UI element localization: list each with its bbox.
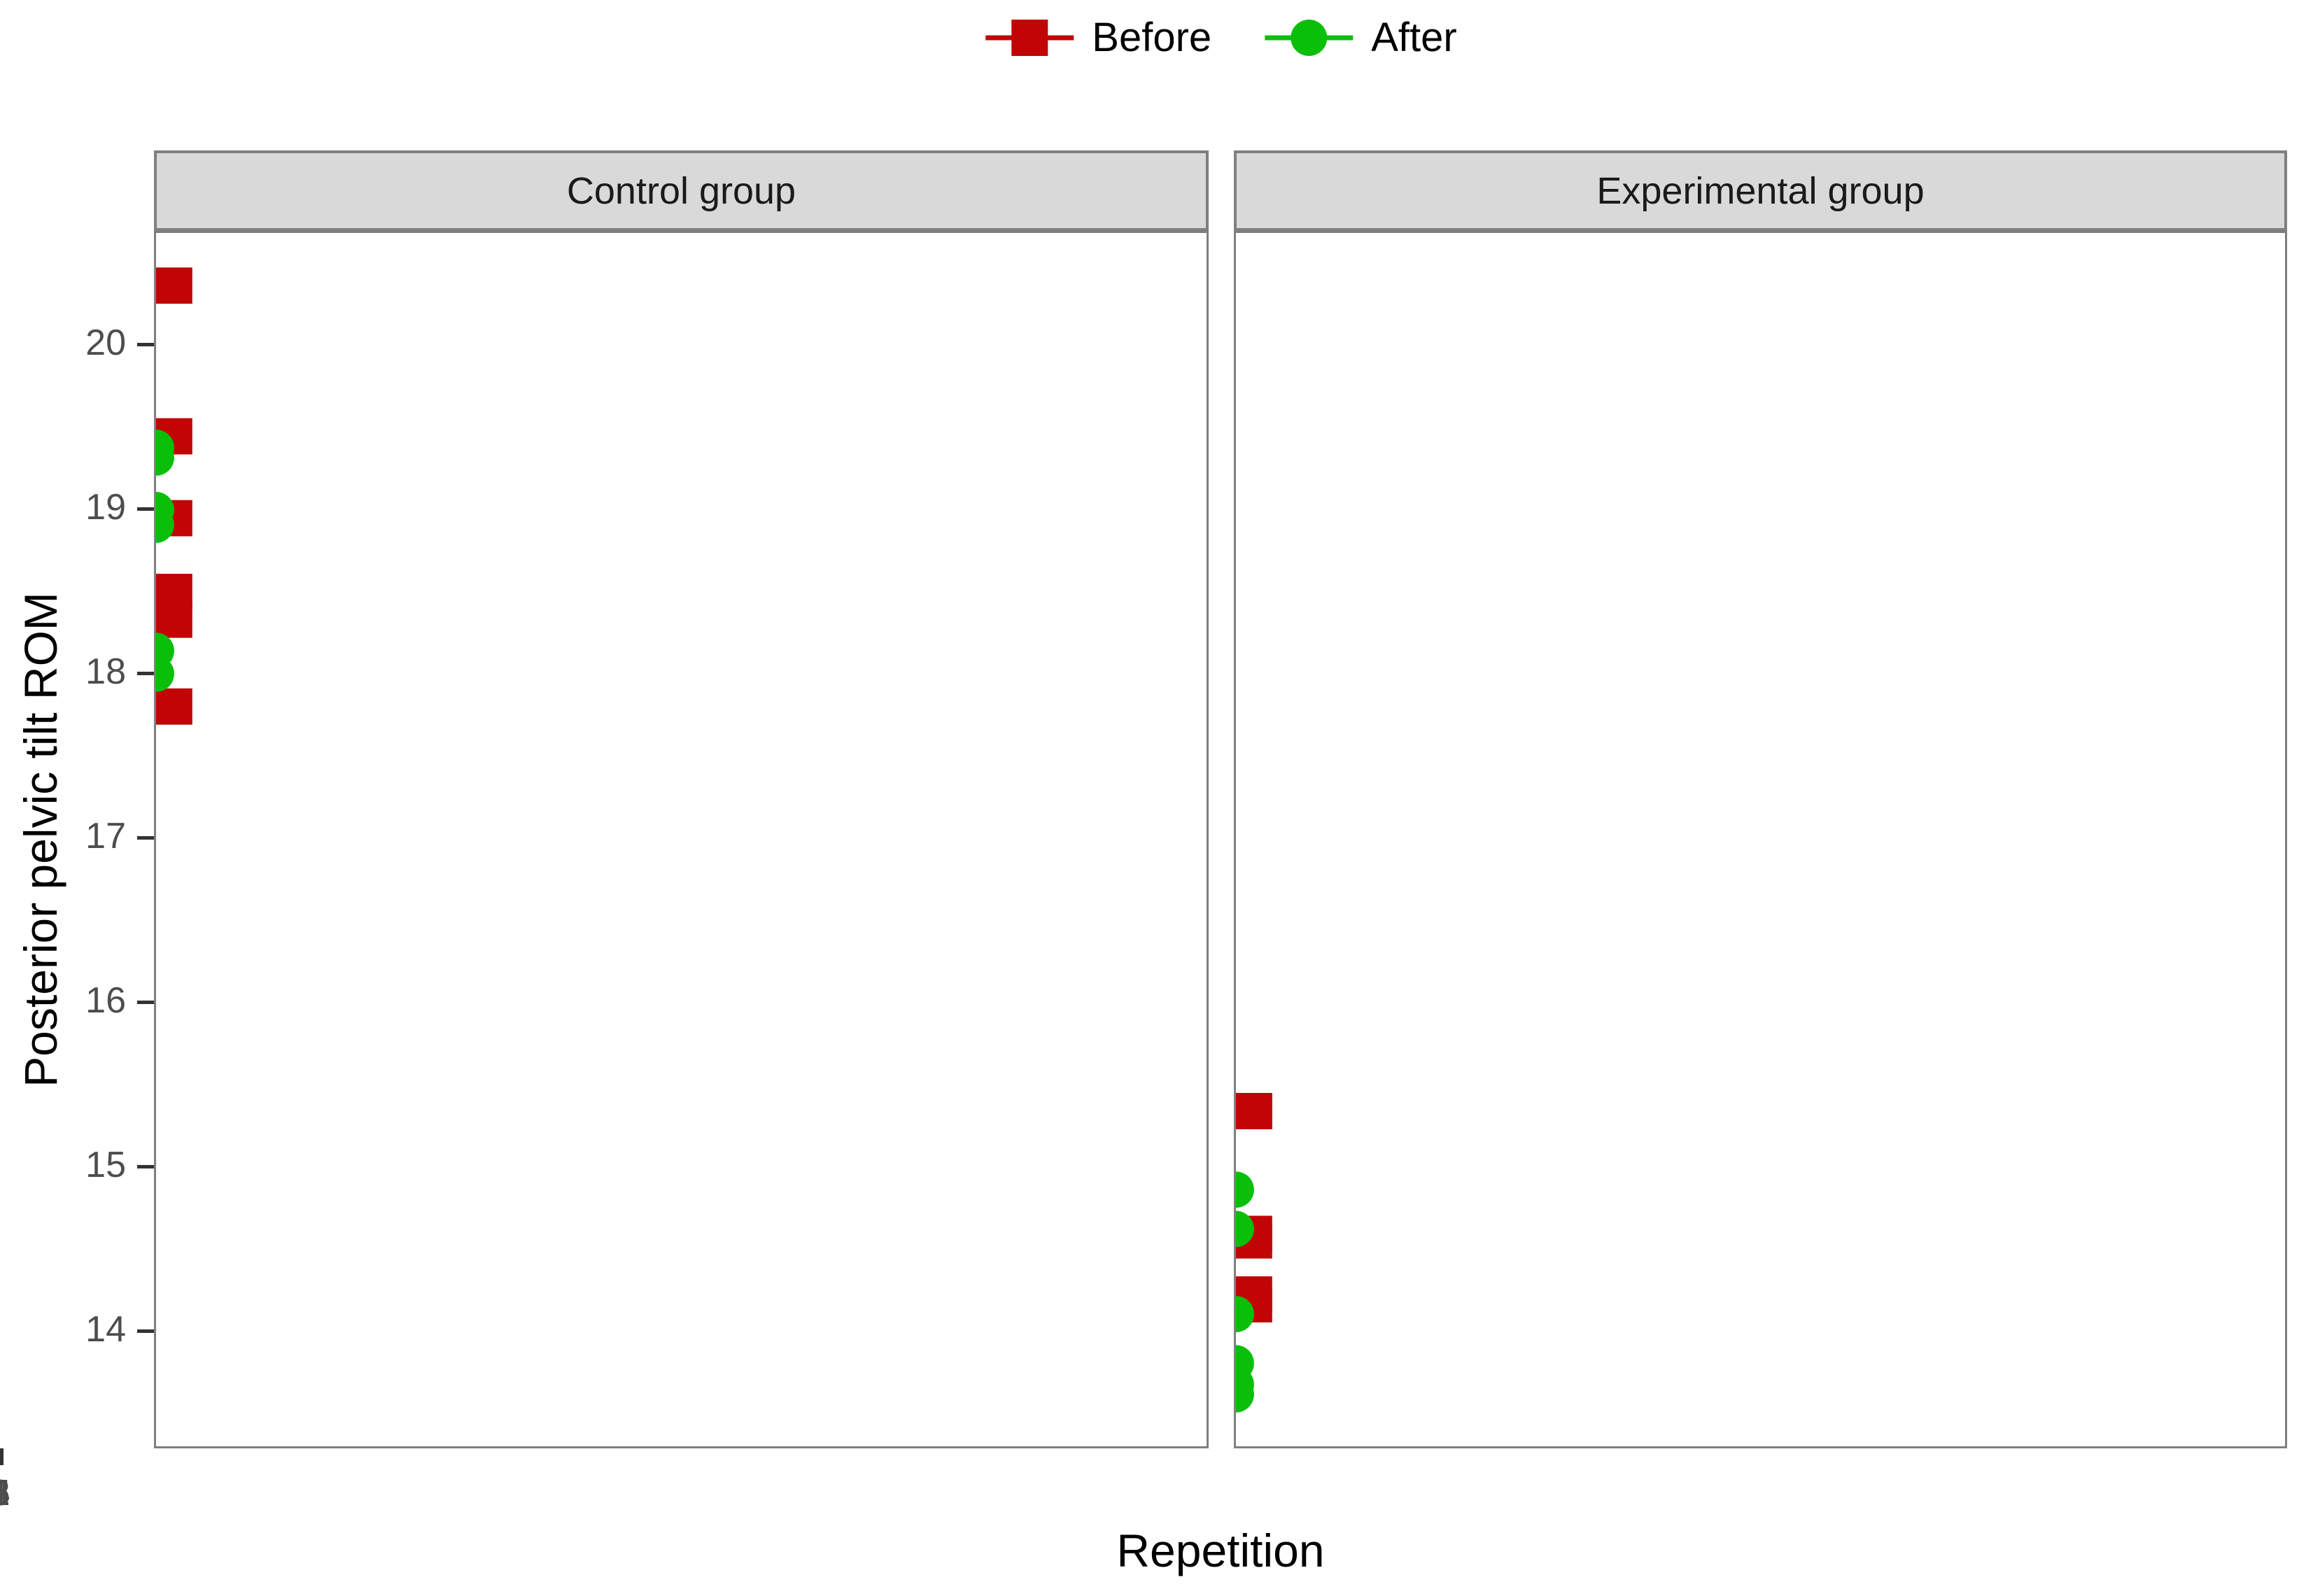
before-key-icon — [985, 20, 1074, 56]
y-tick-label: 19 — [85, 486, 126, 528]
facet-plot-experimental — [1234, 231, 2287, 1448]
facet-plot-control — [154, 231, 1209, 1448]
x-tick-mark — [0, 1448, 3, 1465]
data-point-before — [156, 574, 192, 610]
x-axis-title: Repetition — [1116, 1525, 1325, 1576]
legend: Before After — [984, 6, 1457, 70]
data-point-after — [156, 656, 174, 692]
y-tick-mark — [137, 1329, 154, 1333]
x-tick-label: 1 — [0, 1475, 10, 1511]
y-tick-mark — [137, 835, 154, 840]
after-key-icon — [1265, 20, 1354, 56]
data-point-after — [1236, 1376, 1254, 1413]
y-tick-label: 14 — [85, 1308, 126, 1350]
x-tick-label: 3 — [0, 1475, 10, 1511]
y-tick-mark — [137, 342, 154, 346]
x-tick-label: 2 — [0, 1475, 10, 1511]
data-point-after — [1236, 1296, 1254, 1333]
x-tick-label: 1 — [0, 1475, 10, 1511]
legend-key-marker-after — [1291, 20, 1328, 56]
legend-item-before: Before — [984, 6, 1211, 70]
x-tick-label: 2 — [0, 1475, 10, 1511]
facet-strip-control-label: Control group — [566, 169, 796, 212]
facet-strip-experimental-label: Experimental group — [1596, 169, 1925, 212]
legend-label-before: Before — [1092, 15, 1212, 60]
x-tick-label: 5 — [0, 1475, 10, 1511]
y-tick-mark — [137, 671, 154, 675]
y-tick-label: 17 — [85, 815, 126, 856]
legend-label-after: After — [1371, 15, 1457, 60]
x-tick-label: 4 — [0, 1475, 10, 1511]
x-tick-label: 4 — [0, 1475, 10, 1511]
data-point-after — [156, 507, 174, 543]
x-tick-label: 6 — [0, 1475, 10, 1511]
data-point-after — [1236, 1171, 1254, 1208]
y-tick-label: 15 — [85, 1144, 126, 1185]
legend-item-after: After — [1263, 6, 1457, 70]
legend-key-marker-before — [1011, 20, 1048, 56]
y-tick-mark — [137, 507, 154, 511]
x-tick-label: 5 — [0, 1475, 10, 1511]
x-tick-label: 3 — [0, 1475, 10, 1511]
data-point-after — [1236, 1210, 1254, 1248]
x-tick-label: 6 — [0, 1475, 10, 1511]
data-point-before — [1236, 1093, 1272, 1129]
y-tick-mark — [137, 1000, 154, 1004]
y-tick-mark — [137, 1164, 154, 1168]
facet-strip-experimental: Experimental group — [1234, 150, 2287, 231]
data-point-after — [156, 430, 174, 466]
y-tick-label: 20 — [85, 322, 126, 363]
data-point-before — [156, 688, 192, 725]
y-tick-label: 16 — [85, 980, 126, 1021]
y-tick-label: 18 — [85, 651, 126, 692]
facet-strip-control: Control group — [154, 150, 1209, 231]
data-point-after — [1236, 1345, 1254, 1382]
data-point-before — [156, 267, 192, 304]
